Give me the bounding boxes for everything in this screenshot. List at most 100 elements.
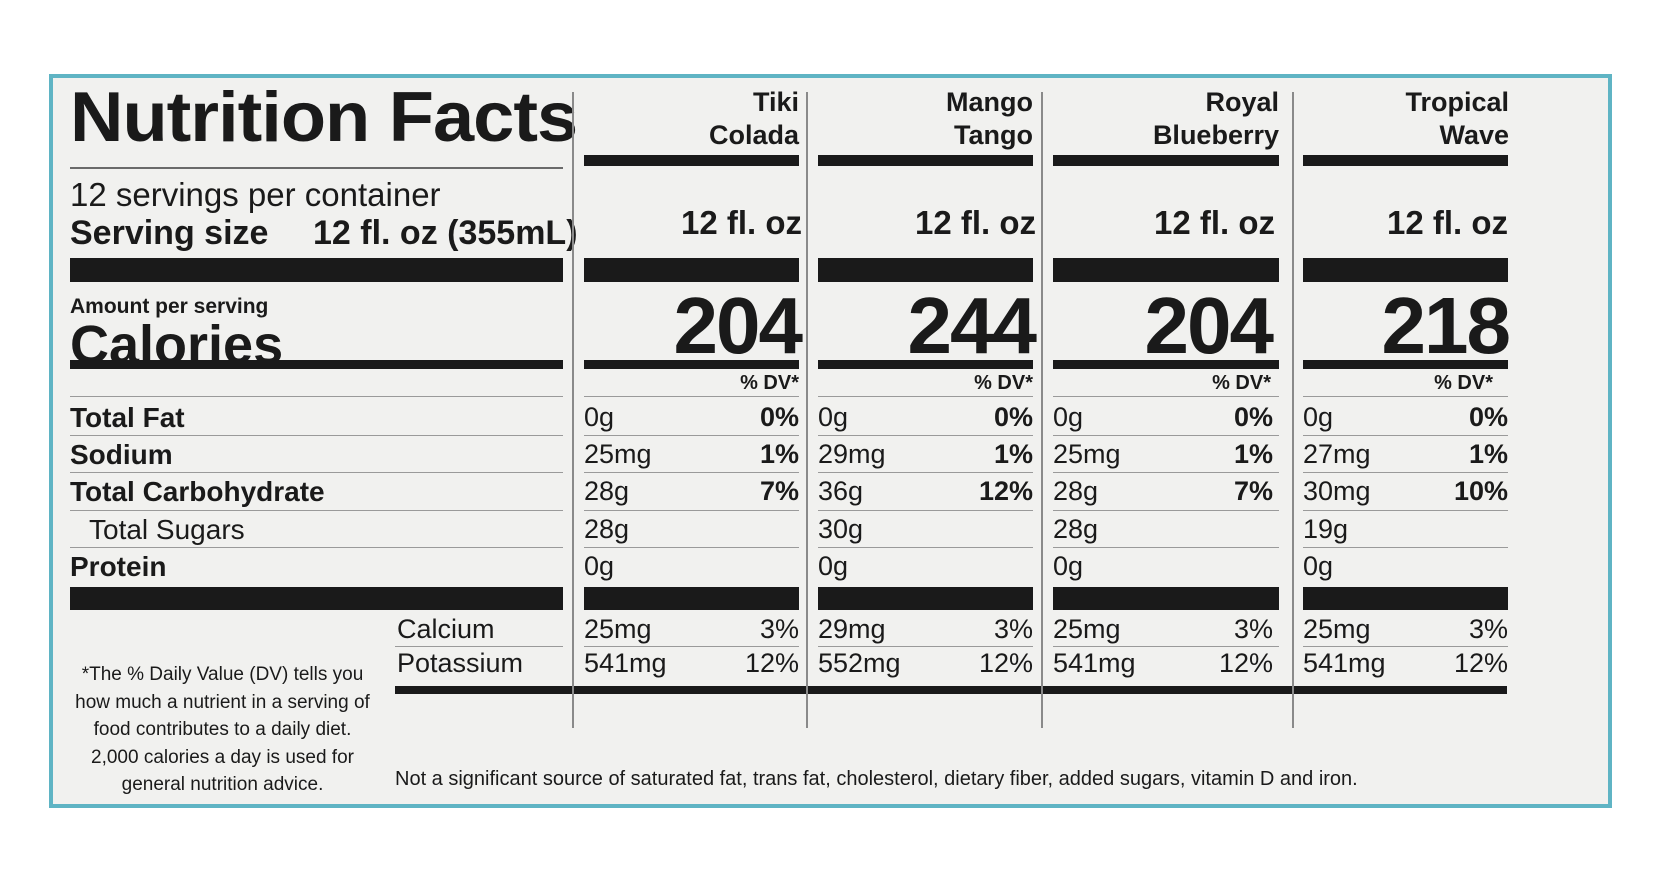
row-rule (1053, 510, 1279, 511)
dv-header: % DV* (1434, 372, 1493, 394)
flavor-calories: 204 (673, 281, 803, 370)
column-rule (584, 155, 799, 166)
calcium-dv: 3% (1468, 614, 1508, 644)
flavor-name: Tropical Wave (1303, 86, 1509, 152)
flavor-name: Mango Tango (818, 86, 1033, 152)
calcium-amount: 25mg (1303, 614, 1371, 644)
potassium-amount: 552mg (818, 648, 901, 678)
row-rule (1303, 646, 1508, 647)
bottom-note: Not a significant source of saturated fa… (395, 768, 1358, 790)
total-fat-amount: 0g (818, 402, 849, 432)
row-rule (70, 510, 563, 511)
row-rule (584, 547, 799, 548)
calcium-amount: 25mg (584, 614, 652, 644)
sodium-amount: 27mg (1303, 439, 1371, 469)
row-rule (1053, 396, 1279, 397)
calcium-dv: 3% (993, 614, 1033, 644)
nutrient-sodium: Sodium (70, 439, 173, 470)
flavor-name: Tiki Colada (584, 86, 799, 152)
flavor-calories: 204 (1144, 281, 1274, 370)
row-rule (818, 472, 1033, 473)
potassium-dv: 12% (1453, 648, 1508, 678)
total-fat-amount: 0g (1053, 402, 1084, 432)
sodium-dv: 1% (993, 439, 1033, 469)
column-divider (1041, 92, 1043, 728)
row-rule (1303, 396, 1508, 397)
total-fat-amount: 0g (1303, 402, 1334, 432)
sugars-amount: 19g (1303, 514, 1349, 544)
protein-amount: 0g (1303, 551, 1334, 581)
nutrition-facts-panel: Nutrition Facts 12 servings per containe… (49, 74, 1612, 808)
column-thick-rule-bottom (1053, 587, 1279, 610)
carb-amount: 28g (584, 476, 630, 506)
flavor-name-line2: Blueberry (1152, 120, 1279, 150)
serving-size-value: 12 fl. oz (355mL) (313, 214, 578, 252)
flavor-name-line2: Tango (954, 120, 1033, 150)
row-rule (1303, 435, 1508, 436)
row-rule (818, 435, 1033, 436)
flavor-name-line2: Wave (1439, 120, 1509, 150)
row-rule (70, 547, 563, 548)
potassium-dv: 12% (744, 648, 799, 678)
potassium-dv: 12% (978, 648, 1033, 678)
flavor-serving: 12 fl. oz (1386, 204, 1508, 241)
column-divider (1292, 92, 1294, 728)
amount-per-serving: Amount per serving (70, 295, 269, 318)
column-medium-rule (584, 360, 799, 369)
column-divider (806, 92, 808, 728)
column-thick-rule (584, 258, 799, 282)
sodium-dv: 1% (1468, 439, 1508, 469)
flavor-calories: 244 (907, 281, 1037, 370)
servings-per-container: 12 servings per container (70, 176, 441, 213)
calcium-amount: 29mg (818, 614, 886, 644)
row-rule (584, 396, 799, 397)
row-rule (1053, 435, 1279, 436)
column-divider (572, 92, 574, 728)
nutrient-total-carbohydrate: Total Carbohydrate (70, 476, 325, 507)
sugars-amount: 30g (818, 514, 864, 544)
flavor-name-line1: Tiki (752, 87, 799, 117)
row-rule (584, 510, 799, 511)
column-rule (1053, 155, 1279, 166)
total-fat-dv: 0% (1468, 402, 1508, 432)
row-rule (1053, 547, 1279, 548)
medium-rule-left (70, 360, 563, 369)
flavor-name: Royal Blueberry (1053, 86, 1279, 152)
carb-amount: 30mg (1303, 476, 1371, 506)
row-rule (584, 646, 799, 647)
row-rule (584, 472, 799, 473)
row-rule (1303, 510, 1508, 511)
sugars-amount: 28g (584, 514, 630, 544)
carb-dv: 7% (1233, 476, 1273, 506)
carb-dv: 10% (1453, 476, 1508, 506)
calcium-amount: 25mg (1053, 614, 1121, 644)
row-rule (818, 396, 1033, 397)
carb-amount: 36g (818, 476, 864, 506)
serving-size-label: Serving size (70, 214, 269, 252)
total-fat-dv: 0% (1233, 402, 1273, 432)
rule-dv-left (70, 396, 563, 397)
protein-amount: 0g (818, 551, 849, 581)
flavor-serving: 12 fl. oz (1153, 204, 1275, 241)
row-rule (818, 510, 1033, 511)
protein-amount: 0g (584, 551, 615, 581)
sodium-amount: 25mg (584, 439, 652, 469)
flavor-serving: 12 fl. oz (914, 204, 1036, 241)
label-title: Nutrition Facts (70, 77, 578, 157)
sugars-amount: 28g (1053, 514, 1099, 544)
column-thick-rule-bottom (1303, 587, 1508, 610)
protein-amount: 0g (1053, 551, 1084, 581)
sodium-amount: 25mg (1053, 439, 1121, 469)
row-rule (818, 646, 1033, 647)
thick-rule-bottom-left (70, 587, 563, 610)
row-rule (395, 646, 563, 647)
flavor-name-line1: Royal (1205, 87, 1279, 117)
column-thick-rule-bottom (818, 587, 1033, 610)
column-thick-rule (1053, 258, 1279, 282)
total-fat-dv: 0% (759, 402, 799, 432)
title-rule (70, 167, 563, 169)
column-medium-rule (1053, 360, 1279, 369)
total-fat-amount: 0g (584, 402, 615, 432)
column-thick-rule-bottom (584, 587, 799, 610)
flavor-calories: 218 (1381, 281, 1511, 370)
